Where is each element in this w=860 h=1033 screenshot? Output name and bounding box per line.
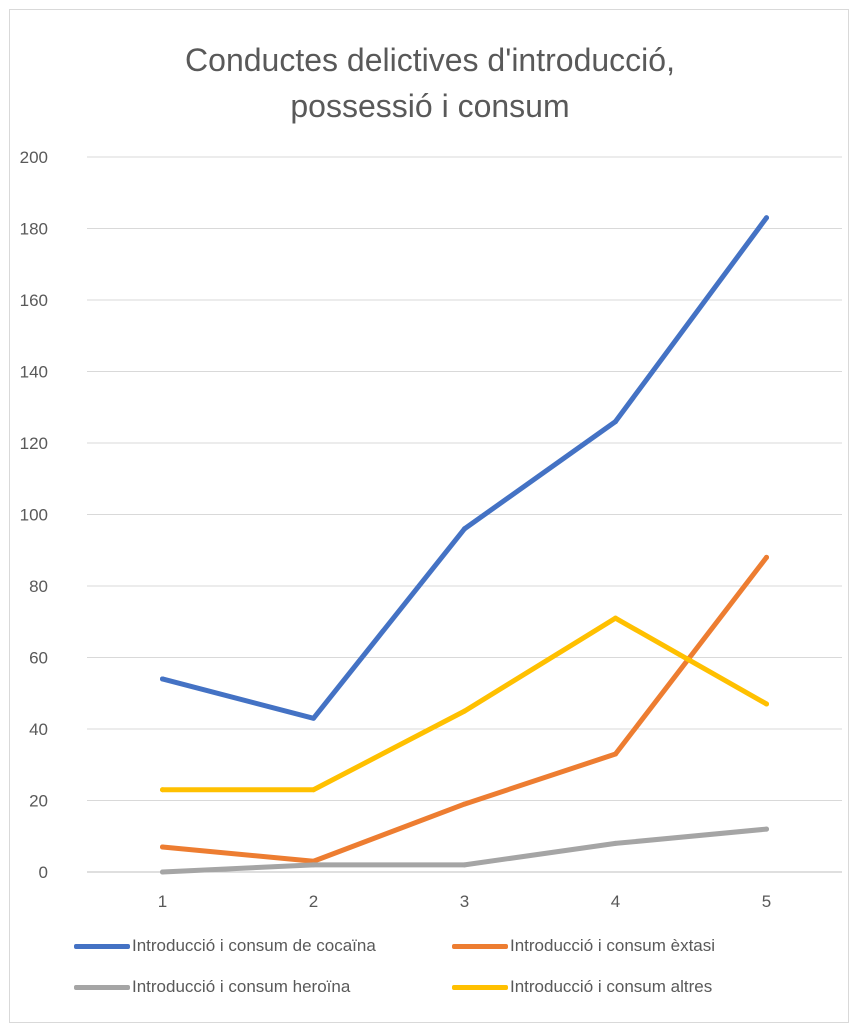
legend-swatch-heroin (74, 984, 130, 990)
y-tick-label: 180 (20, 220, 48, 239)
legend-item-ecstasy: Introducció i consum èxtasi (452, 936, 715, 956)
x-tick-label: 5 (762, 892, 771, 911)
data-point (160, 787, 165, 793)
data-point (613, 751, 618, 757)
x-tick-label: 4 (611, 892, 620, 911)
data-point (613, 419, 618, 425)
data-point (613, 615, 618, 621)
y-axis-tick-labels: 0 20 40 60 80 100 120 140 160 180 200 (20, 148, 48, 882)
data-point (311, 862, 316, 868)
data-point (613, 840, 618, 846)
y-tick-label: 20 (29, 792, 48, 811)
y-tick-label: 120 (20, 434, 48, 453)
y-tick-label: 0 (39, 863, 48, 882)
x-axis-tick-labels: 1 2 3 4 5 (158, 892, 771, 911)
data-point (764, 554, 769, 560)
data-point (160, 869, 165, 875)
legend-swatch-ecstasy (452, 943, 508, 949)
data-point (764, 826, 769, 832)
x-tick-label: 2 (309, 892, 318, 911)
y-tick-label: 160 (20, 291, 48, 310)
legend-label-cocaine: Introducció i consum de cocaïna (132, 936, 376, 955)
data-point (462, 801, 467, 807)
legend-label-heroin: Introducció i consum heroïna (132, 977, 351, 996)
series-line-0 (160, 215, 769, 721)
y-tick-label: 60 (29, 649, 48, 668)
x-tick-label: 1 (158, 892, 167, 911)
x-tick-label: 3 (460, 892, 469, 911)
legend-label-ecstasy: Introducció i consum èxtasi (510, 936, 716, 955)
data-point (462, 526, 467, 532)
chart-title-line-1: Conductes delictives d'introducció, (185, 42, 675, 78)
data-point (764, 215, 769, 221)
legend-item-others: Introducció i consum altres (452, 977, 712, 997)
data-point (311, 715, 316, 721)
legend-swatch-cocaine (74, 943, 130, 949)
series-lines (160, 215, 769, 875)
y-tick-label: 140 (20, 363, 48, 382)
y-tick-label: 80 (29, 577, 48, 596)
data-point (764, 701, 769, 707)
chart-frame (9, 9, 849, 1023)
chart-title-line-2: possessió i consum (290, 88, 570, 124)
legend-item-cocaine: Introducció i consum de cocaïna (74, 936, 376, 956)
data-point (462, 862, 467, 868)
data-point (462, 708, 467, 714)
legend-label-others: Introducció i consum altres (510, 977, 713, 996)
data-point (160, 676, 165, 682)
gridlines (87, 156, 842, 801)
y-tick-label: 40 (29, 720, 48, 739)
data-point (311, 787, 316, 793)
y-tick-label: 200 (20, 148, 48, 167)
legend-item-heroin: Introducció i consum heroïna (74, 977, 350, 997)
y-tick-label: 100 (20, 506, 48, 525)
data-point (160, 844, 165, 850)
legend-swatch-others (452, 984, 508, 990)
